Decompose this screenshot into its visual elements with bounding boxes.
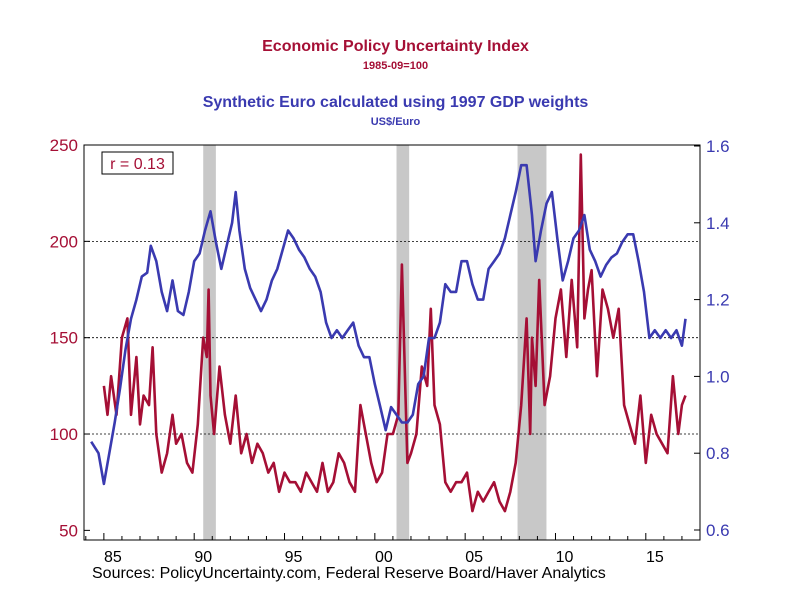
chart-sources: Sources: PolicyUncertainty.com, Federal … [92, 565, 606, 582]
chart-title-epu: Economic Policy Uncertainty Index [262, 38, 529, 55]
series-line-epu [102, 153, 687, 513]
correlation-box [101, 151, 174, 175]
y-right-tick-label: 0.8 [706, 444, 730, 463]
y-left-tick-label: 50 [59, 521, 78, 540]
y-left-tick-label: 100 [50, 425, 78, 444]
y-right-tick-label: 1.0 [706, 367, 730, 386]
chart-title-euro: Synthetic Euro calculated using 1997 GDP… [202, 94, 589, 111]
y-left-tick-label: 250 [50, 136, 78, 155]
correlation-label: r = 0.13 [110, 156, 165, 173]
y-left-tick-label: 200 [50, 232, 78, 251]
x-tick-label: 15 [646, 549, 664, 566]
chart-subtitle-euro: US$/Euro [370, 116, 421, 128]
plot-frame [83, 144, 701, 541]
x-tick-label: 05 [465, 549, 483, 566]
chart-subtitle-epu: 1985-09=100 [362, 60, 429, 72]
y-right-tick-label: 1.4 [706, 214, 730, 233]
series-line-euro [90, 163, 687, 486]
x-tick-label: 85 [104, 549, 122, 566]
x-tick-label: 95 [285, 549, 303, 566]
x-tick-label: 90 [194, 549, 212, 566]
y-right-tick-label: 1.2 [706, 291, 730, 310]
y-right-tick-label: 1.6 [706, 137, 730, 156]
y-right-tick-label: 0.6 [706, 521, 730, 540]
x-tick-label: 10 [556, 549, 574, 566]
x-tick-label: 00 [375, 549, 393, 566]
y-left-tick-label: 150 [50, 329, 78, 348]
